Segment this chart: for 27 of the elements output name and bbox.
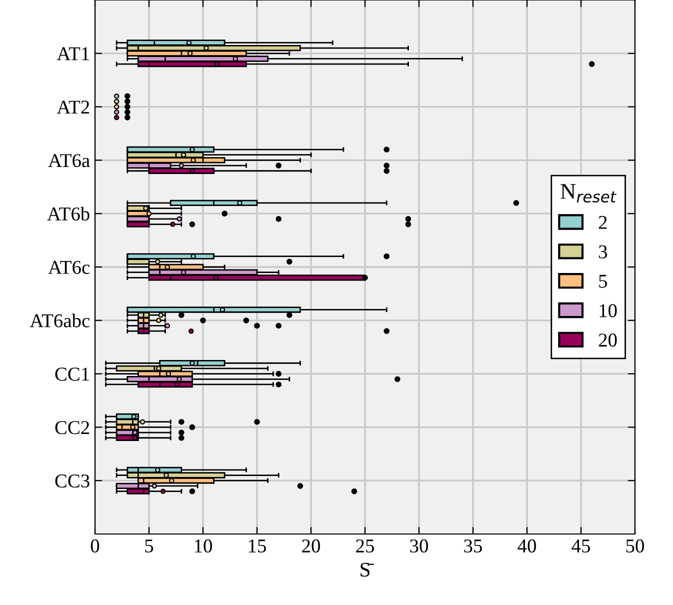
y-tick-label: CC1 xyxy=(55,368,89,381)
y-tick-label: AT2 xyxy=(56,100,90,114)
y-tick-label: CC3 xyxy=(55,474,90,488)
x-tick-label: 10 xyxy=(194,539,212,553)
y-tick-label: AT6abc xyxy=(30,314,90,328)
y-tick-label: AT6b xyxy=(47,206,90,221)
legend-label: 2 xyxy=(598,216,607,229)
x-tick-label: 30 xyxy=(410,539,428,553)
y-tick-label: CC2 xyxy=(55,421,90,434)
x-tick-label: 35 xyxy=(464,539,482,553)
x-tick-label: 45 xyxy=(572,540,590,553)
x-tick-label: 25 xyxy=(356,539,374,553)
x-tick-label: 5 xyxy=(145,540,154,553)
legend-label: 3 xyxy=(598,245,608,258)
legend-title: N$_{reset}$ xyxy=(560,184,616,203)
x-tick-label: 15 xyxy=(248,540,266,553)
legend-label: 20 xyxy=(598,334,617,347)
y-tick-label: AT6a xyxy=(48,154,90,168)
y-tick-label: AT1 xyxy=(56,47,89,60)
x-tick-label: 0 xyxy=(90,539,100,553)
x-tick-label: 50 xyxy=(626,539,644,553)
x-tick-label: 40 xyxy=(518,539,536,553)
legend-label: 10 xyxy=(600,304,617,318)
y-tick-label: AT6c xyxy=(48,260,90,274)
x-axis-title: S̄ xyxy=(360,562,374,577)
legend-label: 5 xyxy=(599,274,608,288)
x-tick-label: 20 xyxy=(302,539,320,553)
